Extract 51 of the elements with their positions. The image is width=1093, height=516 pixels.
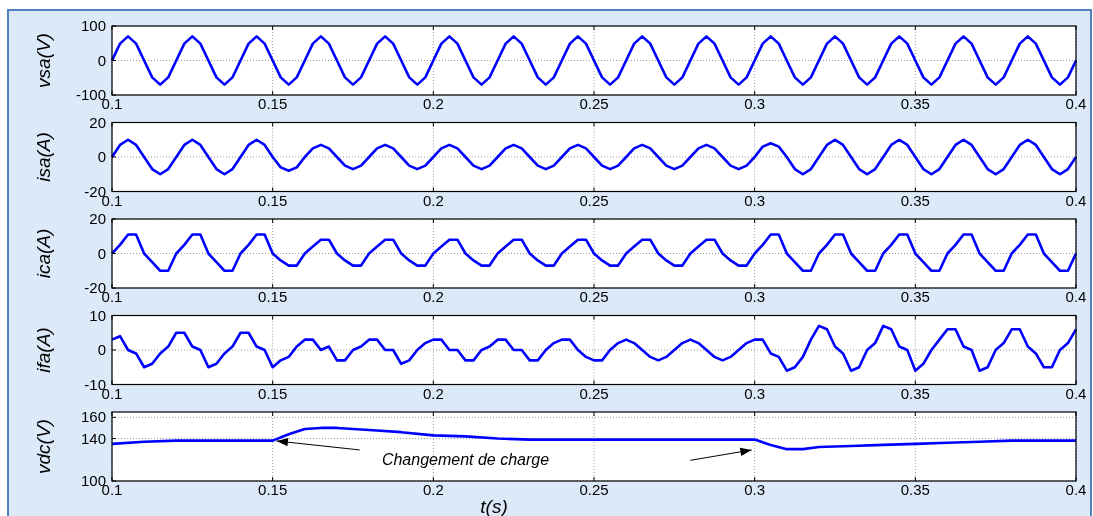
y-tick-label: 0 [97, 244, 106, 262]
x-tick-label: 0.4 [1065, 95, 1087, 112]
line-series [110, 233, 1078, 273]
x-tick-label: 0.15 [258, 288, 288, 305]
y-axis-title: vdc(V) [33, 419, 54, 474]
x-tick-label: 0.3 [744, 288, 766, 305]
y-tick-label: 0 [97, 51, 106, 69]
x-tick-label: 0.35 [900, 384, 930, 402]
x-tick-label: 0.4 [1065, 191, 1087, 209]
x-tick-label: 0.35 [900, 191, 930, 209]
y-tick-label: 140 [80, 429, 106, 447]
x-tick-label: 0.25 [579, 288, 609, 305]
x-tick-label: 0.15 [258, 95, 288, 112]
x-tick-label: 0.2 [422, 95, 444, 112]
y-axis-title: isa(A) [33, 132, 54, 182]
y-tick-label: 0 [97, 148, 106, 165]
y-tick-label: 0 [97, 341, 106, 358]
x-tick-label: 0.3 [744, 481, 766, 498]
x-tick-label: 0.25 [579, 481, 609, 498]
line-series [110, 426, 1078, 451]
x-tick-label: 0.35 [900, 481, 930, 498]
y-tick-label: 20 [89, 113, 106, 131]
x-tick-label: 0.4 [1065, 481, 1087, 498]
x-tick-label: 0.3 [744, 191, 766, 209]
y-axis-title: vsa(V) [33, 33, 54, 88]
y-tick-label: 20 [89, 210, 106, 227]
x-tick-label: 0.25 [579, 384, 609, 402]
line-series [110, 138, 1078, 176]
x-tick-label: 0.4 [1065, 288, 1087, 305]
line-series [110, 35, 1078, 86]
x-tick-label: 0.35 [900, 95, 930, 112]
x-tick-label: 0.15 [258, 481, 288, 498]
y-axis-title: ica(A) [33, 228, 54, 279]
annotation: Changement de charge [381, 451, 550, 469]
x-tick-label: 0.25 [579, 95, 609, 112]
x-tick-label: 0.2 [422, 288, 444, 305]
x-tick-label: 0.35 [900, 288, 930, 305]
x-tick-label: 0.3 [744, 95, 766, 112]
y-axis-title: ifa(A) [33, 327, 54, 373]
x-tick-label: 0.2 [422, 191, 444, 209]
y-tick-label: 160 [80, 408, 106, 426]
x-tick-label: 0.2 [422, 481, 444, 498]
x-tick-label: 0.15 [258, 191, 288, 209]
x-tick-label: 0.4 [1065, 384, 1087, 402]
y-tick-label: 100 [80, 17, 106, 34]
x-tick-label: 0.3 [744, 384, 766, 402]
x-tick-label: 0.15 [258, 384, 288, 402]
line-series [110, 324, 1078, 372]
x-tick-label: 0.2 [422, 384, 444, 402]
x-tick-label: 0.25 [579, 191, 609, 209]
y-tick-label: 10 [89, 306, 106, 324]
